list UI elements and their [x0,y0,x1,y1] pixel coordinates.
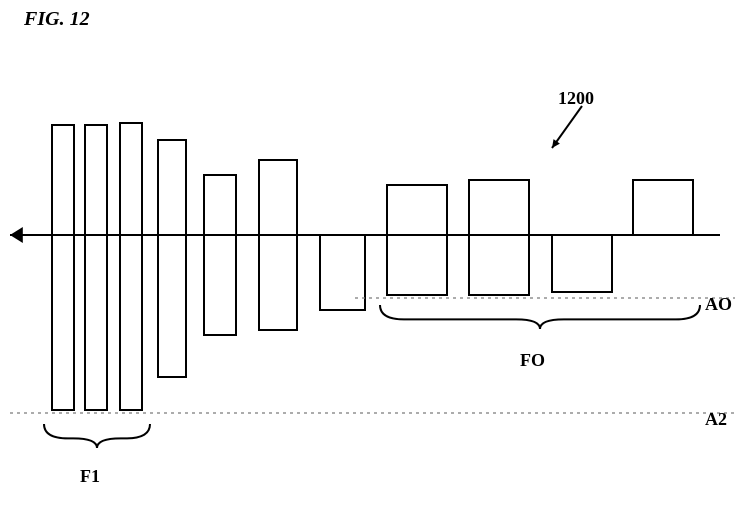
waveform-bar [52,235,74,410]
waveform-bar [120,123,142,235]
waveform-bar [204,175,236,235]
waveform-bar [387,235,447,295]
waveform-bar [633,180,693,235]
waveform-bar [387,185,447,235]
frequency-brace-label-fo: FO [520,350,545,371]
waveform-bar [120,235,142,410]
brace-fo [380,305,700,329]
waveform-bar [259,235,297,330]
waveform-bar [85,235,107,410]
waveform-bar [158,235,186,377]
waveform-bar [320,235,365,310]
waveform-bar [52,125,74,235]
waveform-bar [469,180,529,235]
brace-f1 [44,424,150,448]
waveform-bar [85,125,107,235]
frequency-brace-label-f1: F1 [80,466,100,487]
figure-12-diagram: FIG. 12 1200 AO A2 FO F1 [0,0,750,506]
waveform-bar [204,235,236,335]
waveform-bar [158,140,186,235]
reference-numeral-1200: 1200 [558,88,594,109]
waveform-bar [552,235,612,292]
diagram-svg [0,0,750,506]
waveform-bar [259,160,297,235]
amplitude-line-label-a2: A2 [705,409,727,430]
amplitude-line-label-ao: AO [705,294,732,315]
waveform-bar [469,235,529,295]
